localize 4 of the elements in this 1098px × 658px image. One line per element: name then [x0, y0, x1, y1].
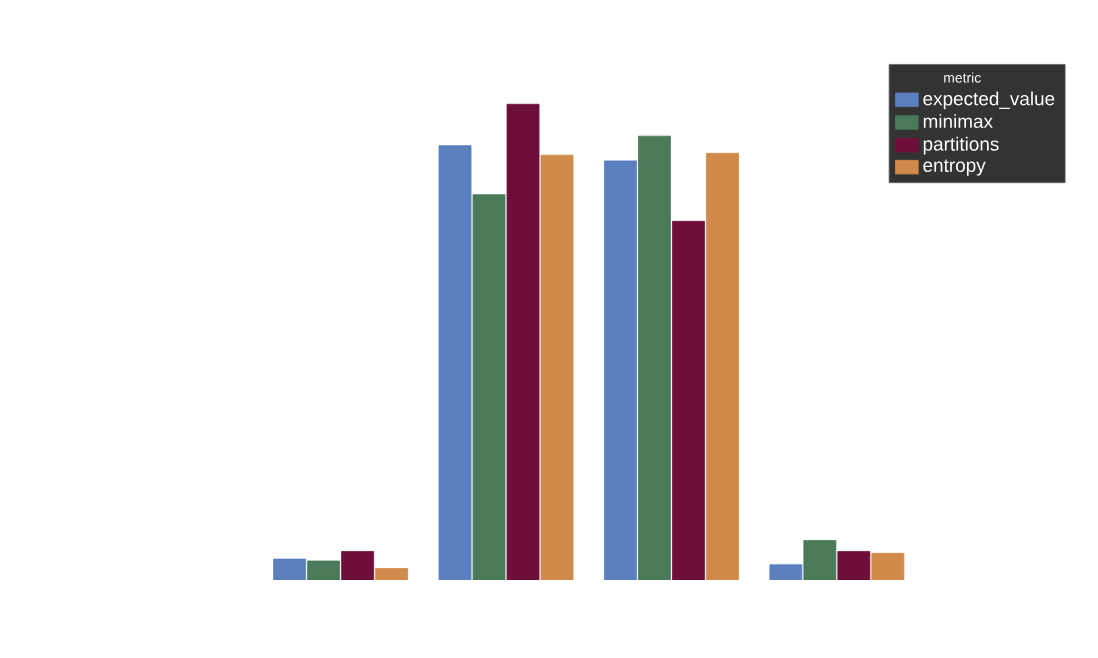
legend-label: partitions: [923, 136, 999, 155]
legend-label: expected_value: [923, 91, 1055, 110]
legend-label: entropy: [923, 159, 986, 176]
legend-label: minimax: [923, 114, 993, 129]
